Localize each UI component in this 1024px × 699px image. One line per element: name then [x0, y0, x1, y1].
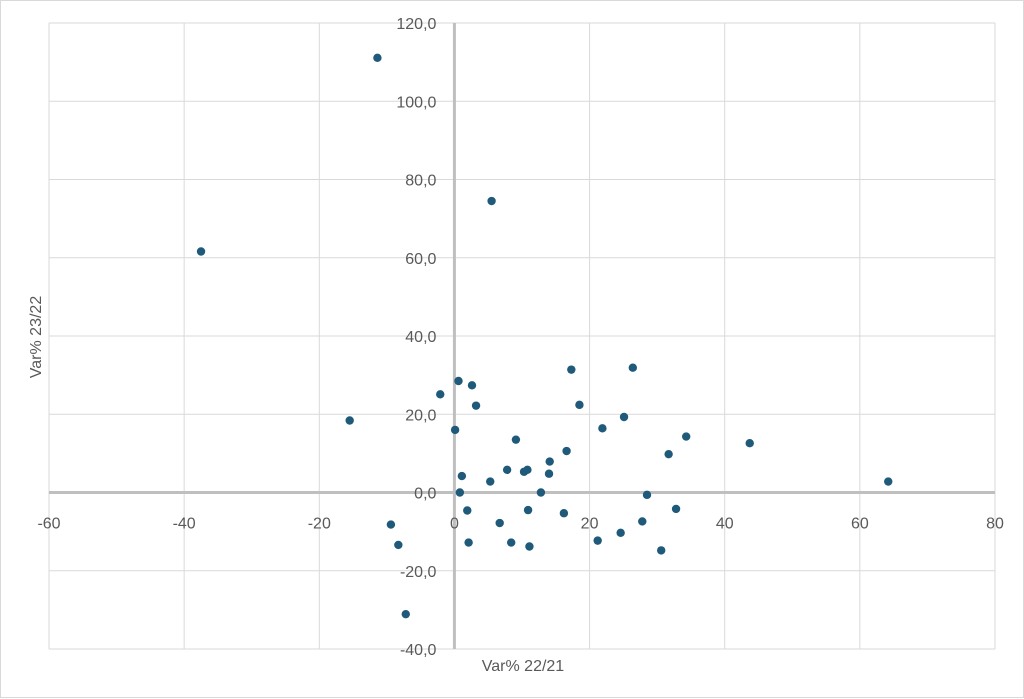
y-tick-label: 60,0	[405, 251, 436, 268]
data-point	[545, 457, 554, 466]
data-point	[638, 517, 647, 526]
x-tick-label: -40	[173, 516, 196, 533]
y-tick-labels: -40,0 -20,0 0,0 20,0 40,0 60,0 80,0 100,0 120,0	[396, 16, 436, 659]
zero-axes	[49, 23, 995, 649]
horizontal-gridlines	[49, 22, 995, 650]
data-point	[628, 363, 638, 372]
data-point	[642, 490, 652, 500]
x-tick-label: 0	[450, 516, 459, 533]
data-point	[523, 505, 533, 515]
data-point	[681, 432, 691, 441]
x-tick-label: 20	[581, 516, 599, 533]
data-point	[450, 425, 460, 435]
data-point	[664, 449, 673, 459]
data-point	[544, 469, 554, 478]
data-point	[471, 401, 481, 410]
x-tick-label: 80	[986, 516, 1004, 533]
data-point	[656, 546, 666, 555]
data-point	[559, 509, 569, 518]
y-tick-label: -20,0	[400, 564, 437, 581]
data-point	[386, 520, 396, 529]
data-point	[567, 365, 576, 374]
y-axis-title: Var% 23/22	[28, 296, 45, 379]
data-point	[536, 488, 546, 497]
data-point	[457, 471, 467, 481]
y-tick-label: 20,0	[405, 407, 436, 424]
data-point	[598, 424, 607, 433]
x-tick-label: 60	[851, 516, 869, 533]
data-point	[575, 400, 584, 410]
y-tick-label: 0,0	[414, 486, 436, 503]
data-point	[511, 435, 521, 444]
data-point	[401, 609, 410, 619]
data-point	[455, 488, 465, 497]
data-point	[523, 465, 532, 475]
data-point	[593, 536, 602, 545]
data-point	[196, 247, 206, 256]
x-tick-label: -20	[308, 516, 331, 533]
data-point	[463, 506, 472, 515]
data-point	[373, 53, 382, 63]
data-points	[196, 53, 893, 619]
data-point	[464, 538, 473, 547]
data-point	[884, 477, 893, 486]
data-point	[394, 540, 403, 550]
y-tick-label: 80,0	[405, 173, 436, 190]
data-point	[745, 439, 754, 448]
data-point	[562, 446, 571, 456]
x-tick-label: 40	[716, 516, 734, 533]
data-point	[495, 518, 504, 528]
y-tick-label: -40,0	[400, 642, 437, 659]
y-tick-label: 100,0	[396, 94, 436, 111]
y-tick-label: 40,0	[405, 329, 436, 346]
data-point	[486, 477, 495, 486]
data-point	[467, 381, 477, 390]
x-axis-title: Var% 22/21	[482, 658, 565, 675]
x-tick-label: -60	[37, 516, 60, 533]
data-point	[616, 528, 625, 537]
data-point	[487, 196, 496, 206]
y-tick-label: 120,0	[396, 16, 436, 33]
x-tick-labels: -60 -40 -20 0 20 40 60 80	[37, 516, 1004, 533]
data-point	[454, 376, 463, 386]
data-point	[502, 465, 512, 475]
data-point	[436, 390, 445, 399]
data-point	[525, 542, 534, 551]
data-point	[506, 538, 516, 547]
data-point	[671, 504, 681, 514]
data-point	[619, 412, 629, 422]
data-point	[345, 416, 354, 425]
